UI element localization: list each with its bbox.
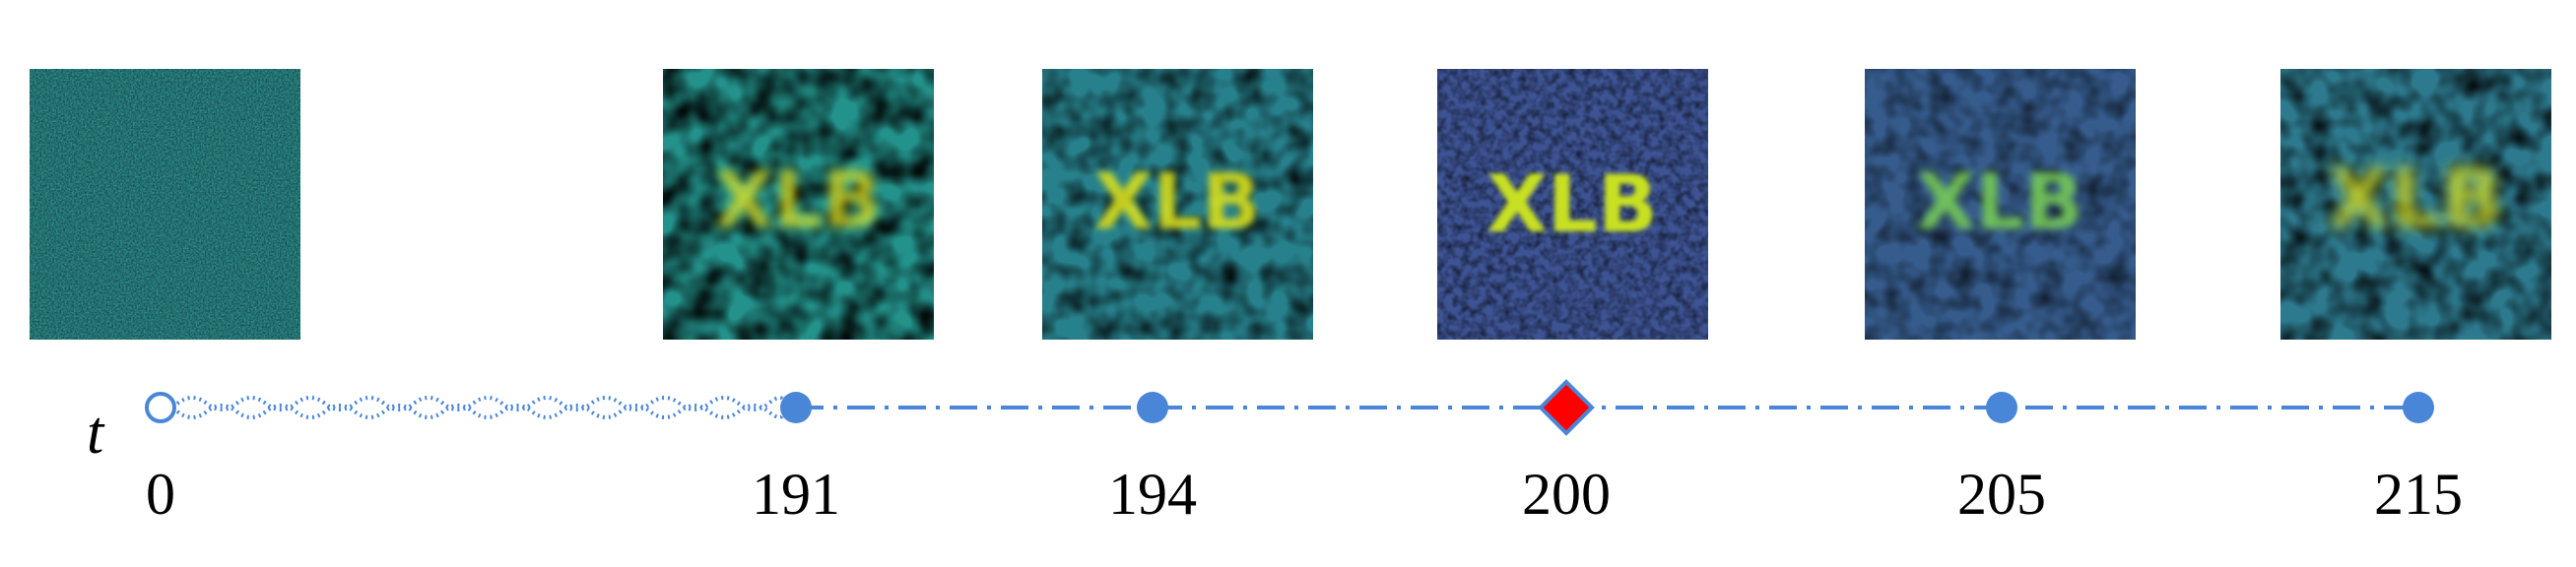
frame-t205: XLB: [1865, 69, 2136, 340]
wavy-segment-2: [175, 404, 785, 419]
tick-label: 205: [1957, 462, 2046, 527]
faint-text-image: XLB: [663, 69, 934, 340]
frame-overlay-text: XLB: [2328, 153, 2503, 246]
frame-overlay-text: XLB: [1916, 158, 2082, 247]
start-marker: [145, 392, 176, 423]
step-marker-205: [1986, 392, 2017, 423]
frame-t200: XLB: [1437, 69, 1708, 340]
step-marker-215: [2403, 392, 2434, 423]
tick-label: 194: [1108, 462, 1197, 527]
frame-overlay-text: XLB: [1486, 158, 1658, 250]
frame-t194: XLB: [1042, 69, 1313, 340]
blurred-text-image: XLB: [2280, 69, 2551, 340]
clear-text-image: XLB: [1437, 69, 1708, 340]
frame-t191: XLB: [663, 69, 934, 340]
step-marker-194: [1137, 392, 1168, 423]
tick-label: 200: [1522, 462, 1611, 527]
frame-overlay-text: XLB: [714, 157, 881, 245]
axis-symbol: t: [87, 400, 105, 467]
wavy-segment: [175, 396, 785, 411]
emerging-text-image: XLB: [1042, 69, 1313, 340]
fading-text-image: XLB: [1865, 69, 2136, 340]
step-marker-191: [780, 392, 812, 423]
frame-overlay-text: XLB: [1093, 158, 1260, 247]
tick-label: 215: [2374, 462, 2463, 527]
tick-label: 191: [752, 462, 840, 527]
highlight-diamond-marker: [1538, 379, 1595, 436]
frame-t0: [30, 69, 300, 340]
frame-t215: XLB: [2280, 69, 2551, 340]
tick-label: 0: [146, 462, 175, 527]
noise-image: [30, 69, 300, 340]
